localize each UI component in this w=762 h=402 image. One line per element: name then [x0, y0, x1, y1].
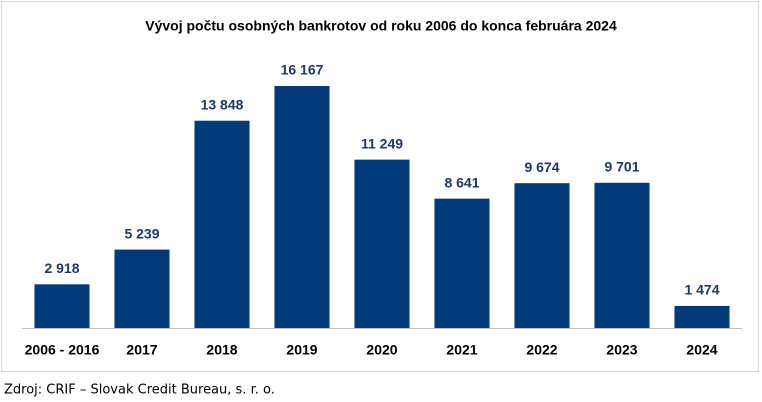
value-label: 11 249 [361, 135, 403, 151]
value-label: 2 918 [44, 260, 79, 276]
value-label: 9 701 [604, 158, 639, 174]
chart-title: Vývoj počtu osobných bankrotov od roku 2… [145, 18, 617, 34]
x-tick-label: 2006 - 2016 [25, 342, 100, 358]
value-label: 13 848 [201, 96, 244, 112]
x-tick-label: 2019 [286, 342, 317, 358]
value-label: 1 474 [684, 282, 719, 298]
bar [674, 305, 730, 328]
x-tick-label: 2024 [686, 342, 717, 358]
bar [194, 120, 250, 329]
chart-frame [1, 1, 759, 372]
x-tick-label: 2021 [446, 342, 477, 358]
bar [274, 86, 330, 328]
x-tick-label: 2023 [606, 342, 637, 358]
x-tick-label: 2022 [526, 342, 557, 358]
value-label: 8 641 [444, 174, 479, 190]
x-tick-label: 2017 [126, 342, 157, 358]
value-label: 9 674 [524, 159, 559, 175]
bar [434, 198, 490, 328]
bar [34, 284, 90, 328]
x-tick-label: 2020 [366, 342, 397, 358]
x-tick-label: 2018 [206, 342, 237, 358]
bar [514, 183, 570, 328]
value-label: 16 167 [281, 62, 324, 78]
source-note: Zdroj: CRIF – Slovak Credit Bureau, s. r… [4, 383, 275, 398]
value-label: 5 239 [124, 225, 159, 241]
bar [114, 249, 170, 328]
bar [594, 182, 650, 328]
bar [354, 159, 410, 328]
